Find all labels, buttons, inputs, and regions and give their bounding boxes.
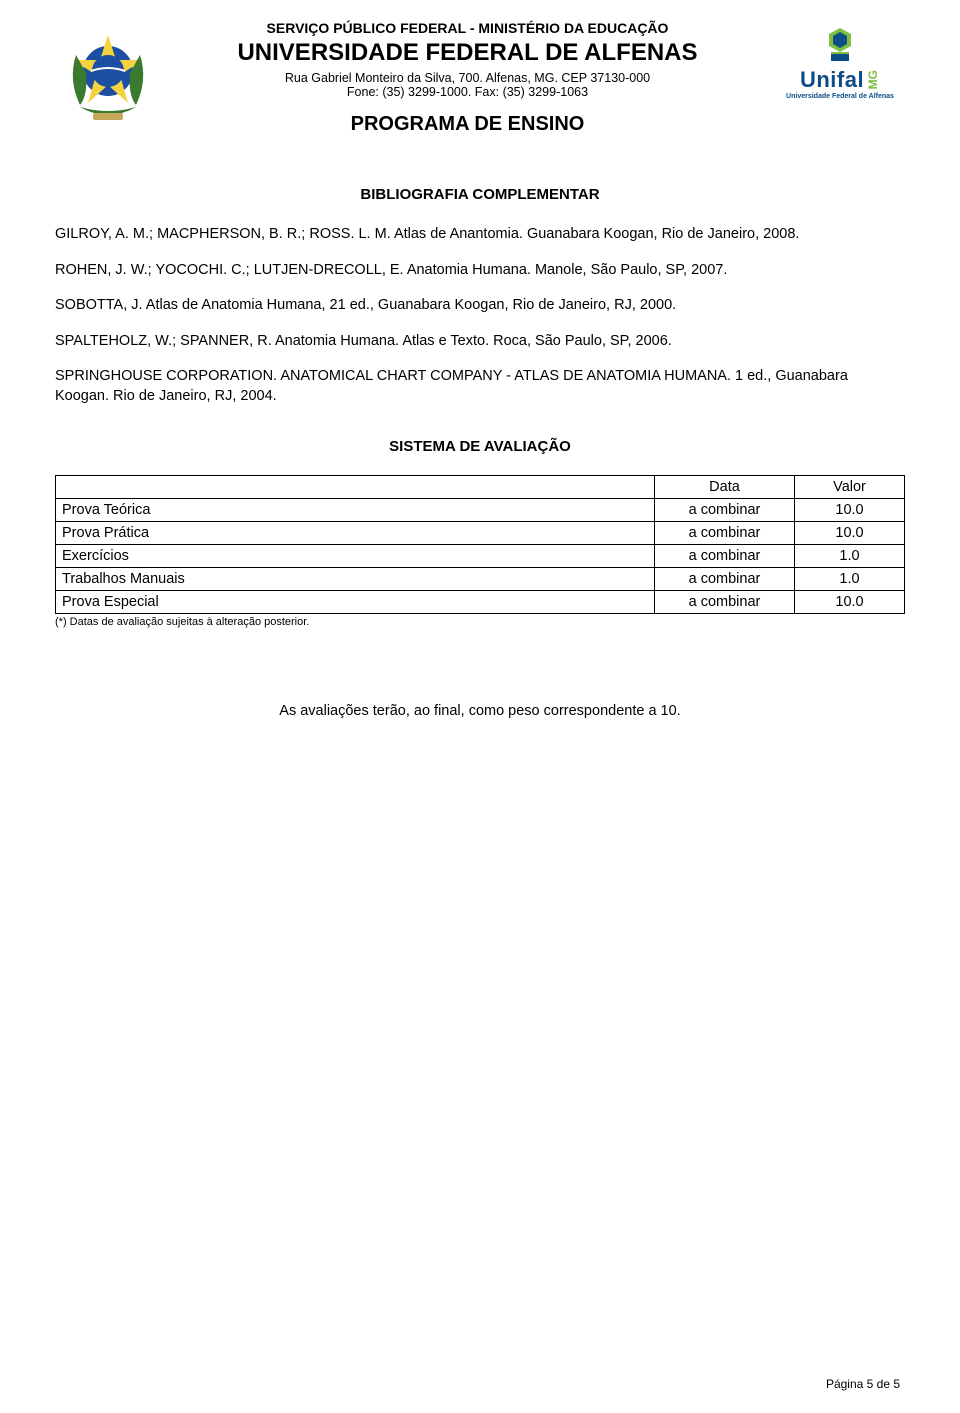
unifal-mg: MG <box>866 70 880 89</box>
unifal-subtitle: Universidade Federal de Alfenas <box>775 93 905 100</box>
header-program-title: PROGRAMA DE ENSINO <box>170 113 765 136</box>
header-ministry: SERVIÇO PÚBLICO FEDERAL - MINISTÉRIO DA … <box>170 20 765 36</box>
bibliography-item: SPALTEHOLZ, W.; SPANNER, R. Anatomia Hum… <box>55 332 905 352</box>
evaluation-footnote: (*) Datas de avaliação sujeitas à altera… <box>55 616 905 628</box>
evaluation-table: Data Valor Prova Teórica a combinar 10.0… <box>55 475 905 614</box>
evaluation-final-note: As avaliações terão, ao final, como peso… <box>55 703 905 719</box>
bibliography-item: SPRINGHOUSE CORPORATION. ANATOMICAL CHAR… <box>55 367 905 406</box>
table-header-data: Data <box>655 476 795 499</box>
header-university: UNIVERSIDADE FEDERAL DE ALFENAS <box>170 39 765 67</box>
brasao-icon <box>55 20 160 130</box>
bibliography-item: GILROY, A. M.; MACPHERSON, B. R.; ROSS. … <box>55 225 905 245</box>
eval-item: Trabalhos Manuais <box>56 568 655 591</box>
bibliography-list: GILROY, A. M.; MACPHERSON, B. R.; ROSS. … <box>55 225 905 406</box>
eval-data: a combinar <box>655 522 795 545</box>
page-number: Página 5 de 5 <box>826 1377 900 1391</box>
eval-item: Prova Prática <box>56 522 655 545</box>
table-header-row: Data Valor <box>56 476 905 499</box>
table-header-valor: Valor <box>795 476 905 499</box>
eval-valor: 10.0 <box>795 522 905 545</box>
table-row: Exercícios a combinar 1.0 <box>56 545 905 568</box>
unifal-name: Unifal <box>800 67 864 93</box>
page-header: SERVIÇO PÚBLICO FEDERAL - MINISTÉRIO DA … <box>55 20 905 136</box>
bibliography-item: SOBOTTA, J. Atlas de Anatomia Humana, 21… <box>55 296 905 316</box>
table-row: Prova Teórica a combinar 10.0 <box>56 499 905 522</box>
eval-data: a combinar <box>655 499 795 522</box>
header-address: Rua Gabriel Monteiro da Silva, 700. Alfe… <box>170 71 765 85</box>
header-phone: Fone: (35) 3299-1000. Fax: (35) 3299-106… <box>170 85 765 99</box>
table-row: Prova Prática a combinar 10.0 <box>56 522 905 545</box>
table-row: Trabalhos Manuais a combinar 1.0 <box>56 568 905 591</box>
eval-valor: 10.0 <box>795 591 905 614</box>
eval-item: Prova Teórica <box>56 499 655 522</box>
table-header-blank <box>56 476 655 499</box>
unifal-logo-icon: Unifal MG Universidade Federal de Alfena… <box>775 20 905 125</box>
eval-valor: 1.0 <box>795 568 905 591</box>
header-center: SERVIÇO PÚBLICO FEDERAL - MINISTÉRIO DA … <box>160 20 775 136</box>
eval-valor: 10.0 <box>795 499 905 522</box>
eval-item: Prova Especial <box>56 591 655 614</box>
bibliography-title: BIBLIOGRAFIA COMPLEMENTAR <box>55 186 905 203</box>
evaluation-title: SISTEMA DE AVALIAÇÃO <box>55 438 905 455</box>
eval-item: Exercícios <box>56 545 655 568</box>
table-row: Prova Especial a combinar 10.0 <box>56 591 905 614</box>
eval-valor: 1.0 <box>795 545 905 568</box>
eval-data: a combinar <box>655 545 795 568</box>
eval-data: a combinar <box>655 591 795 614</box>
bibliography-item: ROHEN, J. W.; YOCOCHI. C.; LUTJEN-DRECOL… <box>55 261 905 281</box>
eval-data: a combinar <box>655 568 795 591</box>
